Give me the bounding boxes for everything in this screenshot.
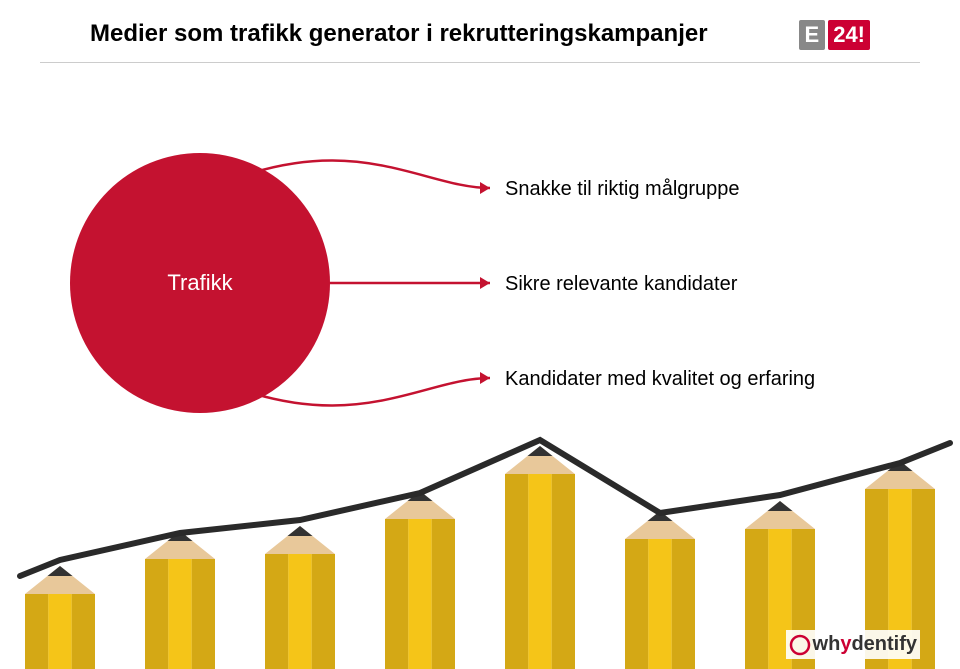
- brand-y: y: [840, 633, 851, 656]
- circle-label: Trafikk: [167, 270, 232, 296]
- page-title: Medier som trafikk generator i rekrutter…: [90, 20, 708, 48]
- logo-e-part: E: [799, 20, 826, 50]
- trafikk-circle: Trafikk: [70, 153, 330, 413]
- e24-logo: E 24!: [799, 20, 870, 50]
- page-header: Medier som trafikk generator i rekrutter…: [40, 0, 920, 63]
- brand-suffix: dentify: [851, 633, 917, 656]
- brand-prefix: wh: [813, 633, 841, 656]
- whydentify-logo: whydentify: [786, 630, 920, 659]
- logo-24-part: 24!: [828, 20, 870, 50]
- diagram-container: Trafikk Snakke til riktig målgruppe Sikr…: [0, 93, 960, 473]
